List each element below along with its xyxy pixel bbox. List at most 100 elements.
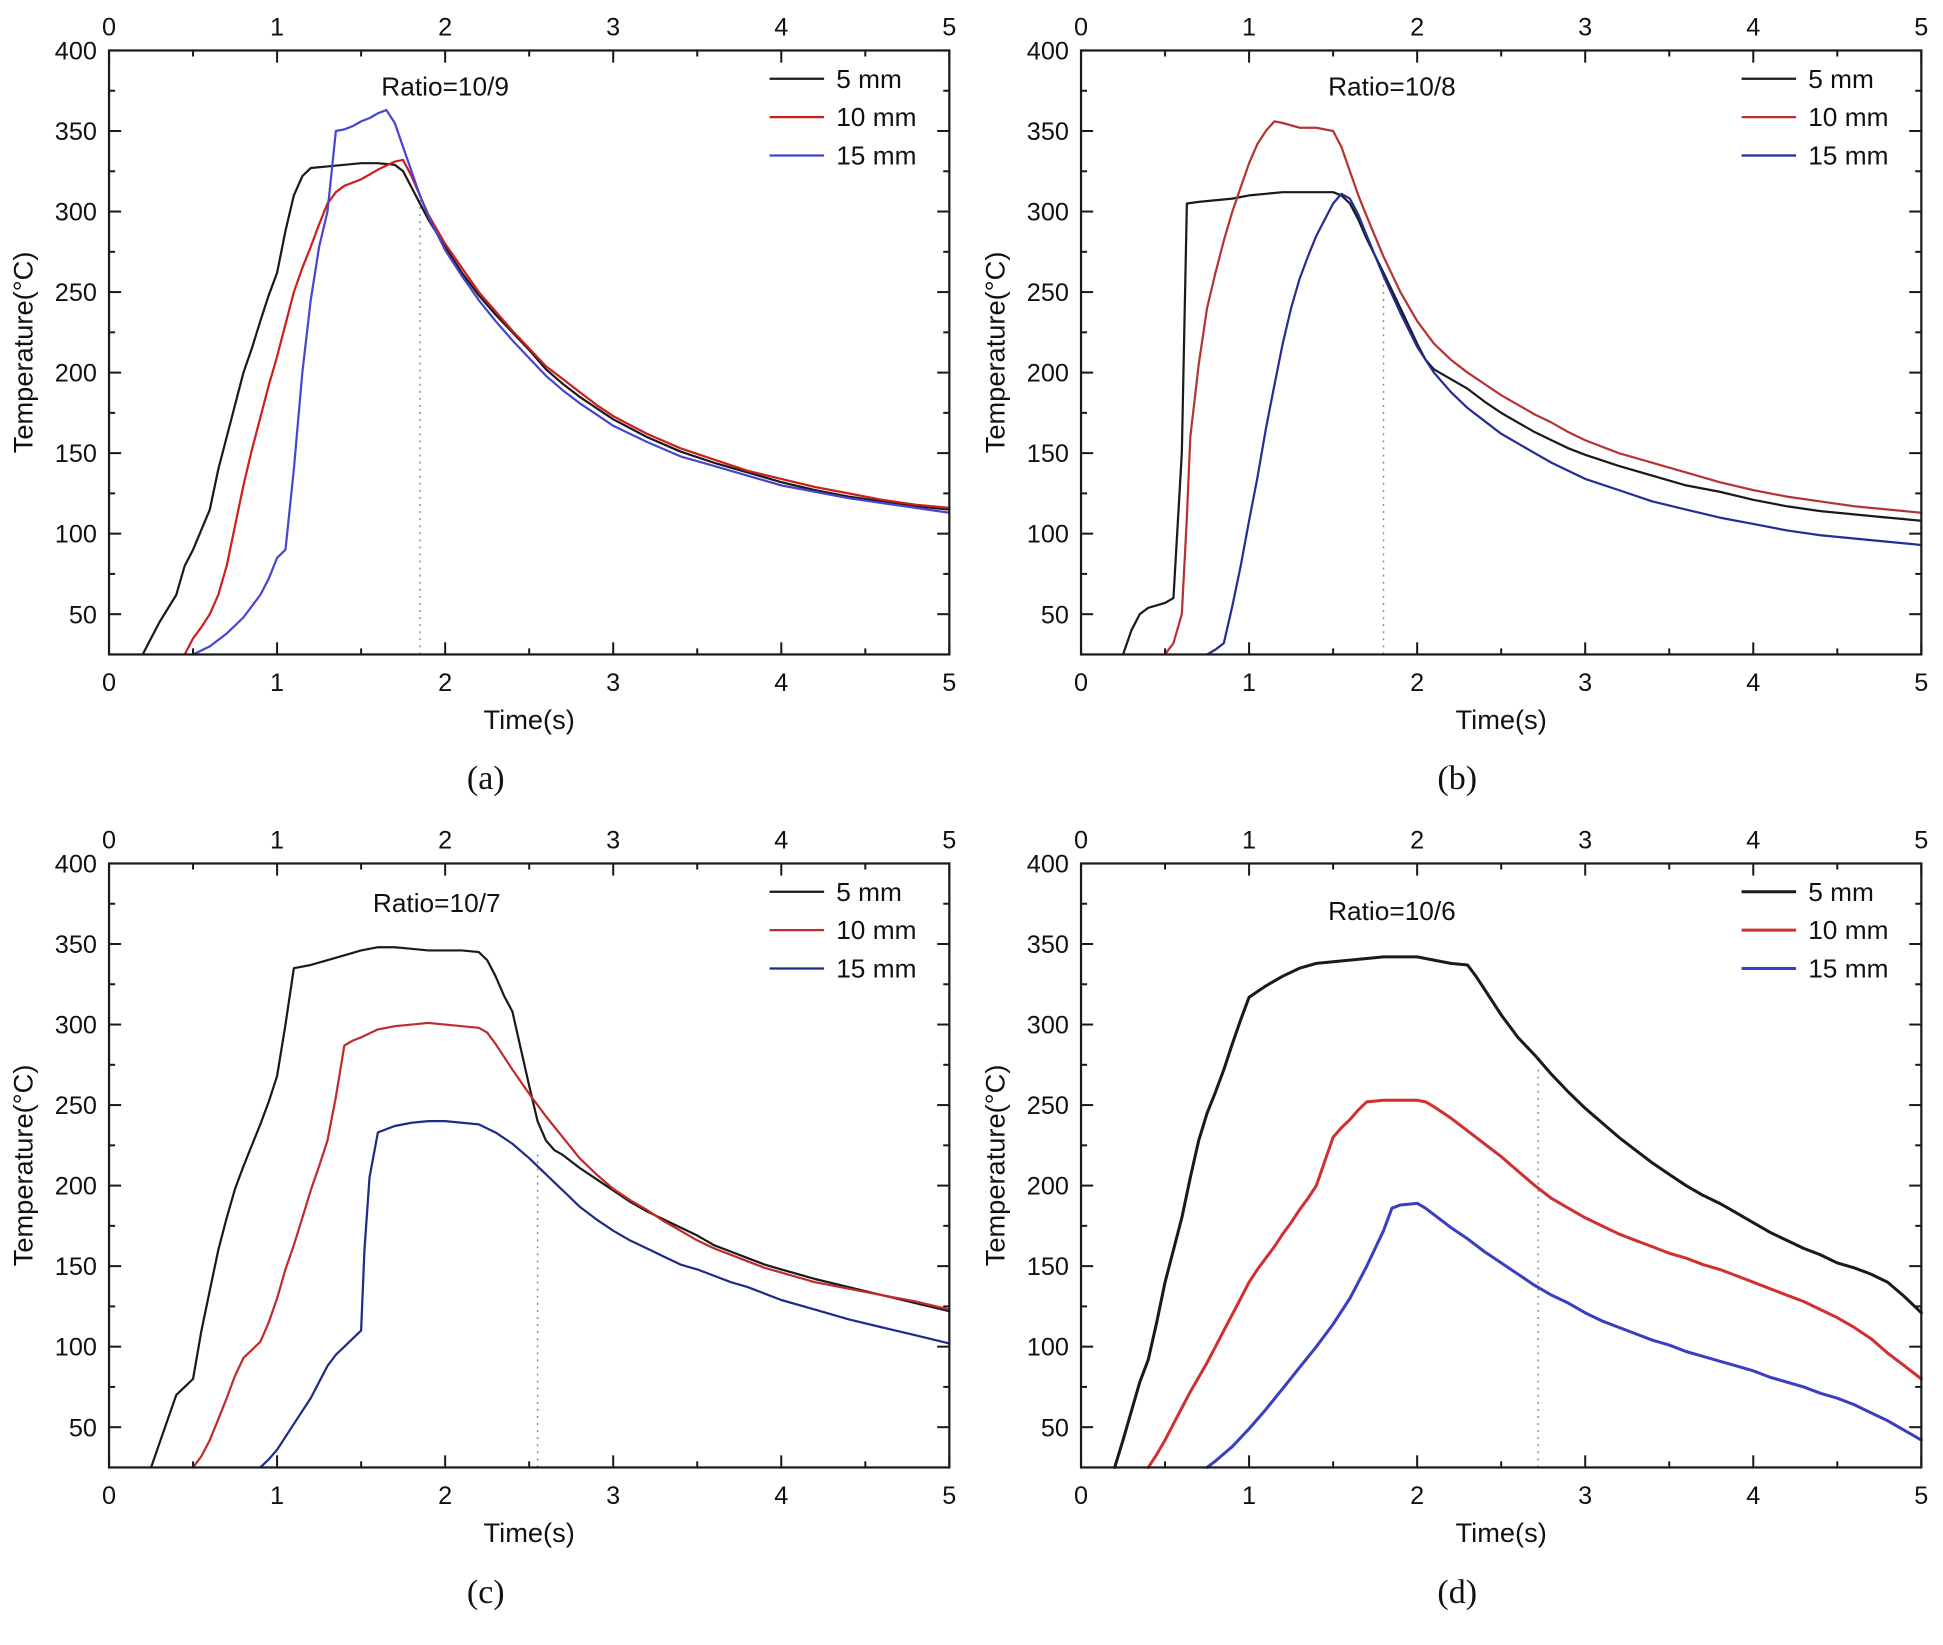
svg-text:350: 350: [1026, 931, 1068, 959]
series-group: [1112, 955, 1923, 1470]
panel-b: 0 0 1 1 2 2 3 3 4 4 5 5 50 100 150 200 250 300 350 400 Time(…: [978, 2, 1938, 815]
svg-text:50: 50: [1040, 601, 1068, 629]
legend-label: 5 mm: [1808, 877, 1874, 907]
legend-label: 5 mm: [836, 877, 902, 907]
series-line-5-mm: [1112, 955, 1923, 1470]
svg-text:3: 3: [606, 1482, 620, 1510]
series-line-15-mm: [1205, 1202, 1923, 1470]
svg-text:4: 4: [1746, 1482, 1760, 1510]
svg-text:100: 100: [55, 521, 97, 549]
y-axis-title: Temperature(°C): [7, 1065, 38, 1267]
chart-panel-b: 0 0 1 1 2 2 3 3 4 4 5 5 50 100 150 200 250 300 350 400 Time(…: [979, 13, 1928, 735]
series-line-10-mm: [191, 1022, 951, 1469]
series-line-5-mm: [149, 946, 951, 1469]
svg-text:250: 250: [55, 1093, 97, 1121]
plot-frame: [107, 49, 951, 656]
series-group: [141, 108, 951, 656]
svg-text:0: 0: [1074, 669, 1088, 697]
series-line-10-mm: [183, 158, 951, 656]
svg-text:200: 200: [55, 1173, 97, 1201]
panel-caption-c: (c): [466, 1573, 505, 1611]
series-line-10-mm: [1146, 1099, 1923, 1470]
svg-text:2: 2: [438, 13, 452, 41]
legend-label: 10 mm: [836, 916, 916, 946]
svg-text:250: 250: [1026, 1093, 1068, 1121]
series-group: [149, 946, 951, 1469]
x-axis-tick-labels: 0 0 1 1 2 2 3 3 4 4 5 5: [1074, 13, 1928, 696]
svg-text:2: 2: [438, 827, 452, 855]
svg-text:300: 300: [1026, 1012, 1068, 1040]
svg-text:250: 250: [1026, 279, 1068, 307]
svg-text:1: 1: [1242, 13, 1256, 41]
x-axis-tick-labels: 0 0 1 1 2 2 3 3 4 4 5 5: [1074, 827, 1928, 1510]
svg-text:150: 150: [55, 440, 97, 468]
x-axis-title: Time(s): [1455, 1518, 1546, 1549]
series-line-15-mm: [259, 1120, 951, 1469]
series-line-10-mm: [1163, 120, 1922, 656]
legend: 5 mm 10 mm 15 mm: [769, 64, 916, 171]
legend-label: 5 mm: [836, 64, 902, 94]
svg-text:300: 300: [55, 1012, 97, 1040]
svg-text:50: 50: [69, 1415, 97, 1443]
axis-ticks: [108, 49, 951, 655]
svg-text:3: 3: [606, 13, 620, 41]
svg-text:5: 5: [1914, 669, 1928, 697]
y-axis-tick-labels: 50 100 150 200 250 300 350 400: [55, 851, 97, 1443]
legend-label: 10 mm: [1808, 916, 1888, 946]
legend: 5 mm 10 mm 15 mm: [1741, 877, 1888, 984]
panel-d: 0 0 1 1 2 2 3 3 4 4 5 5 50 100 150 200 250 300 350 400 Time(…: [978, 815, 1938, 1628]
svg-text:3: 3: [1578, 13, 1592, 41]
svg-text:100: 100: [1026, 1334, 1068, 1362]
svg-text:2: 2: [1410, 13, 1424, 41]
svg-text:0: 0: [102, 13, 116, 41]
y-axis-tick-labels: 50 100 150 200 250 300 350 400: [1026, 851, 1068, 1443]
plot-frame: [1079, 49, 1922, 656]
svg-text:3: 3: [606, 669, 620, 697]
svg-text:0: 0: [102, 827, 116, 855]
svg-text:200: 200: [1026, 360, 1068, 388]
legend-label: 10 mm: [1808, 102, 1888, 132]
legend: 5 mm 10 mm 15 mm: [1741, 64, 1888, 171]
x-axis-title: Time(s): [484, 704, 575, 735]
panel-a: 0 0 1 1 2 2 3 3 4 4 5 5 50 100 150 200 250 300 350 400 Time(…: [6, 2, 966, 815]
chart-panel-a: 0 0 1 1 2 2 3 3 4 4 5 5 50 100 150 200 250 300 350 400 Time(…: [7, 13, 956, 735]
svg-text:400: 400: [1026, 38, 1068, 66]
ratio-annotation: Ratio=10/8: [1328, 72, 1456, 102]
panel-caption-a: (a): [466, 760, 505, 798]
svg-text:3: 3: [1578, 669, 1592, 697]
axis-ticks: [108, 862, 951, 1468]
y-axis-title: Temperature(°C): [7, 252, 38, 454]
x-axis-tick-labels: 0 0 1 1 2 2 3 3 4 4 5 5: [102, 13, 956, 696]
svg-text:1: 1: [1242, 1482, 1256, 1510]
svg-text:5: 5: [1914, 827, 1928, 855]
svg-text:1: 1: [270, 827, 284, 855]
panel-caption-d: (d): [1437, 1573, 1478, 1611]
svg-text:350: 350: [55, 118, 97, 146]
svg-text:250: 250: [55, 279, 97, 307]
legend-label: 15 mm: [836, 954, 916, 984]
svg-text:100: 100: [1026, 521, 1068, 549]
legend-label: 15 mm: [1808, 141, 1888, 171]
ratio-annotation: Ratio=10/6: [1328, 896, 1456, 926]
svg-text:350: 350: [1026, 118, 1068, 146]
svg-text:5: 5: [942, 1482, 956, 1510]
series-line-15-mm: [1205, 192, 1922, 656]
svg-text:200: 200: [1026, 1173, 1068, 1201]
y-axis-title: Temperature(°C): [979, 1065, 1010, 1267]
plot-frame: [1079, 862, 1922, 1469]
svg-text:5: 5: [942, 827, 956, 855]
ratio-annotation: Ratio=10/7: [373, 888, 501, 918]
svg-text:5: 5: [1914, 1482, 1928, 1510]
svg-text:4: 4: [774, 669, 788, 697]
svg-text:4: 4: [1746, 669, 1760, 697]
chart-panel-c: 0 0 1 1 2 2 3 3 4 4 5 5 50 100 150 200 250 300 350 400 Time(…: [7, 827, 956, 1549]
panel-caption-b: (b): [1437, 760, 1478, 798]
svg-text:5: 5: [1914, 13, 1928, 41]
svg-text:4: 4: [774, 1482, 788, 1510]
svg-text:400: 400: [1026, 851, 1068, 879]
x-axis-tick-labels: 0 0 1 1 2 2 3 3 4 4 5 5: [102, 827, 956, 1510]
svg-text:4: 4: [1746, 13, 1760, 41]
series-line-15-mm: [191, 108, 951, 656]
svg-text:1: 1: [1242, 827, 1256, 855]
svg-text:1: 1: [270, 1482, 284, 1510]
